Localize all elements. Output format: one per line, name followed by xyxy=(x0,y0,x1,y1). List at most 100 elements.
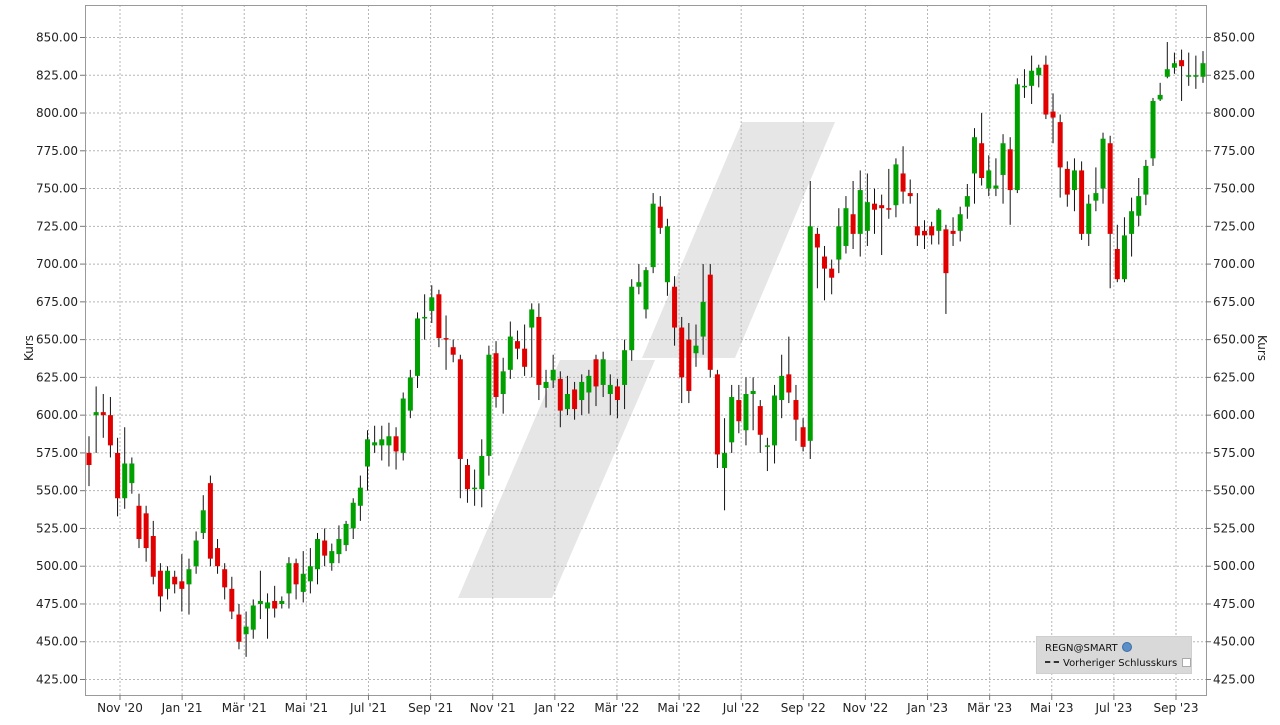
candle-body-down xyxy=(850,214,856,234)
candle-body-up xyxy=(1143,165,1149,195)
candle xyxy=(400,392,406,461)
y-axis-right: 850.00 825.00 800.00 775.00 750.00 725.00 700.… xyxy=(1206,31,1255,687)
candle-body-up xyxy=(165,570,171,589)
candle xyxy=(1057,114,1063,198)
candle xyxy=(429,285,435,324)
x-tick-label: Sep '21 xyxy=(408,701,453,715)
candle-body-up xyxy=(315,539,321,570)
candle xyxy=(757,400,763,453)
candle xyxy=(586,369,592,414)
candle-body-down xyxy=(886,208,892,210)
candle-body-up xyxy=(957,214,963,231)
candle xyxy=(1143,159,1149,206)
candle xyxy=(743,377,749,446)
candle-body-up xyxy=(1100,138,1106,189)
candle-body-down xyxy=(686,339,692,391)
candle-body-up xyxy=(1136,196,1142,216)
candle xyxy=(836,208,842,274)
candle-body-up xyxy=(243,626,249,635)
candle xyxy=(779,354,785,419)
candle xyxy=(500,357,506,414)
candle-body-down xyxy=(536,316,542,385)
candle xyxy=(115,437,121,517)
y-tick-label-left: 825.00 xyxy=(36,68,78,82)
candle-body-up xyxy=(564,393,570,410)
candle-body-down xyxy=(150,535,156,577)
candle xyxy=(707,264,713,378)
candle-body-down xyxy=(829,268,835,278)
y-tick-label-right: 425.00 xyxy=(1213,673,1255,687)
candle-body-up xyxy=(1014,84,1020,191)
candle xyxy=(372,425,378,453)
candle xyxy=(286,557,292,609)
candle-body-up xyxy=(936,209,942,231)
candle xyxy=(336,525,342,564)
candle-body-up xyxy=(650,203,656,268)
candle-body-up xyxy=(529,309,535,328)
candle xyxy=(1007,137,1013,225)
candle xyxy=(993,158,999,197)
y-tick-label-right: 450.00 xyxy=(1213,635,1255,649)
candle xyxy=(1050,93,1056,144)
candle xyxy=(714,369,720,469)
candle xyxy=(800,418,806,452)
candle-body-up xyxy=(1164,69,1170,77)
candle xyxy=(122,427,128,509)
candle-body-down xyxy=(1179,60,1185,67)
candle-body-up xyxy=(250,605,256,630)
grid-lines xyxy=(85,5,1206,695)
candle-body-down xyxy=(222,569,228,588)
candle-body-up xyxy=(700,301,706,337)
candles-layer xyxy=(86,42,1206,657)
candle xyxy=(307,548,313,594)
candle xyxy=(236,603,242,650)
candle-body-down xyxy=(436,294,442,339)
candle-body-down xyxy=(814,233,820,248)
candle xyxy=(414,312,420,388)
candle-body-up xyxy=(836,226,842,260)
legend-line-label: Vorheriger Schlusskurs xyxy=(1063,658,1178,669)
candle-body-up xyxy=(807,226,813,441)
candle xyxy=(129,457,135,494)
candle xyxy=(1129,197,1135,257)
candle-body-down xyxy=(229,588,235,612)
candle xyxy=(407,369,413,419)
candle-body-up xyxy=(600,359,606,385)
y-tick-label-left: 700.00 xyxy=(36,257,78,271)
candle-body-down xyxy=(115,452,121,499)
checkbox-icon[interactable] xyxy=(1182,658,1192,667)
y-tick-label-left: 575.00 xyxy=(36,446,78,460)
candle-body-down xyxy=(107,415,113,446)
candle-body-up xyxy=(971,137,977,174)
candle-body-up xyxy=(350,502,356,529)
candle-body-up xyxy=(507,336,513,370)
candle-body-down xyxy=(100,412,106,416)
candle xyxy=(1064,161,1070,207)
candle xyxy=(1150,97,1156,166)
candle-body-down xyxy=(450,347,456,355)
candle-body-up xyxy=(343,523,349,546)
y-tick-label-right: 475.00 xyxy=(1213,597,1255,611)
candle xyxy=(479,439,485,508)
candle xyxy=(829,259,835,295)
candle xyxy=(579,374,585,416)
candle xyxy=(179,554,185,612)
candle xyxy=(450,339,456,363)
y-tick-label-left: 775.00 xyxy=(36,144,78,158)
x-tick-label: Mär '21 xyxy=(222,701,267,715)
candle-body-down xyxy=(393,436,399,452)
candle-body-up xyxy=(1071,170,1077,191)
candle xyxy=(1136,177,1142,227)
candle-body-down xyxy=(800,427,806,447)
candle xyxy=(943,224,949,314)
candle xyxy=(1029,55,1035,104)
candle-body-up xyxy=(607,384,613,394)
candle-body-down xyxy=(179,581,185,589)
y-tick-label-right: 825.00 xyxy=(1213,68,1255,82)
y-tick-label-left: 425.00 xyxy=(36,673,78,687)
candle xyxy=(814,227,820,289)
candle xyxy=(507,321,513,379)
candle xyxy=(293,558,299,600)
candle-body-up xyxy=(722,452,728,469)
candle xyxy=(272,585,278,618)
